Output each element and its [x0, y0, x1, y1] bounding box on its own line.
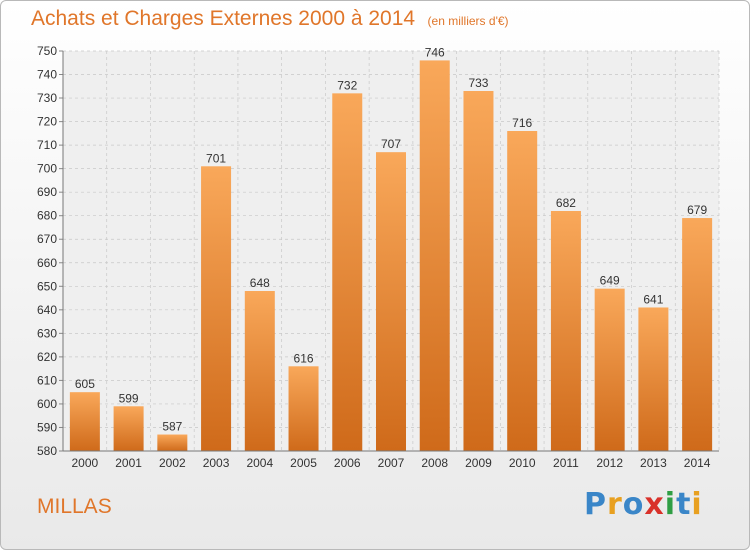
y-tick-label: 670 [37, 232, 57, 246]
y-tick-label: 600 [37, 397, 57, 411]
x-tick-label: 2007 [378, 456, 405, 470]
bar [376, 152, 406, 452]
y-tick-label: 710 [37, 138, 57, 152]
bar-value-label: 701 [206, 151, 226, 165]
bar [682, 218, 713, 451]
bar [550, 211, 581, 451]
bar-value-label: 707 [381, 137, 401, 151]
y-tick-label: 700 [37, 162, 57, 176]
logo-letter: x [644, 487, 665, 522]
bar-value-label: 605 [75, 377, 95, 391]
x-tick-label: 2004 [246, 456, 273, 470]
bar [244, 291, 275, 451]
x-tick-label: 2001 [115, 456, 142, 470]
y-tick-label: 620 [37, 350, 57, 364]
bar [638, 307, 669, 451]
bar-value-label: 716 [512, 116, 532, 130]
chart-title: Achats et Charges Externes 2000 à 2014 [31, 7, 416, 30]
y-tick-label: 660 [37, 256, 57, 270]
bar-value-label: 641 [643, 292, 663, 306]
y-tick-label: 730 [37, 91, 57, 105]
x-tick-label: 2013 [640, 456, 667, 470]
bar-value-label: 616 [294, 351, 314, 365]
bar [594, 288, 625, 451]
chart-subtitle: (en milliers d'€) [427, 14, 509, 28]
logo-letter: t [676, 487, 692, 522]
x-tick-label: 2003 [203, 456, 230, 470]
bar-value-label: 746 [425, 45, 445, 59]
bar [157, 434, 188, 451]
y-tick-label: 690 [37, 185, 57, 199]
bar-value-label: 682 [556, 196, 576, 210]
x-tick-label: 2014 [684, 456, 711, 470]
bar [332, 93, 363, 452]
y-tick-label: 740 [37, 68, 57, 82]
bar [113, 406, 144, 451]
y-tick-label: 650 [37, 279, 57, 293]
bar-value-label: 599 [119, 391, 139, 405]
logo-letter: r [607, 487, 623, 522]
bar-value-label: 679 [687, 203, 707, 217]
bar-value-label: 733 [468, 76, 488, 90]
x-tick-label: 2008 [421, 456, 448, 470]
bar-value-label: 732 [337, 78, 357, 92]
x-tick-label: 2009 [465, 456, 492, 470]
x-tick-label: 2000 [72, 456, 99, 470]
y-tick-label: 630 [37, 326, 57, 340]
bar-value-label: 648 [250, 276, 270, 290]
proxiti-logo: Proxiti [584, 487, 703, 522]
x-tick-label: 2010 [509, 456, 536, 470]
bar [69, 392, 100, 451]
logo-letter: P [584, 487, 607, 522]
y-tick-label: 610 [37, 373, 57, 387]
y-tick-label: 580 [37, 444, 57, 458]
logo-letter: i [691, 487, 703, 522]
bar [419, 60, 450, 451]
x-tick-label: 2006 [334, 456, 361, 470]
y-tick-label: 720 [37, 115, 57, 129]
bar-value-label: 587 [162, 420, 182, 434]
y-tick-label: 640 [37, 303, 57, 317]
logo-letter: i [664, 487, 677, 522]
bar [288, 366, 319, 451]
bar [463, 91, 494, 451]
chart-title-block: Achats et Charges Externes 2000 à 2014 (… [31, 7, 509, 31]
x-tick-label: 2012 [596, 456, 623, 470]
x-tick-label: 2005 [290, 456, 317, 470]
x-tick-label: 2011 [553, 456, 579, 470]
bar-value-label: 649 [600, 274, 620, 288]
y-tick-label: 680 [37, 209, 57, 223]
logo-letter: o [622, 487, 645, 522]
bar [201, 166, 232, 451]
place-name: MILLAS [37, 495, 112, 518]
y-tick-label: 590 [37, 420, 57, 434]
bar [507, 131, 538, 451]
x-tick-label: 2002 [159, 456, 186, 470]
y-tick-label: 750 [37, 44, 57, 58]
